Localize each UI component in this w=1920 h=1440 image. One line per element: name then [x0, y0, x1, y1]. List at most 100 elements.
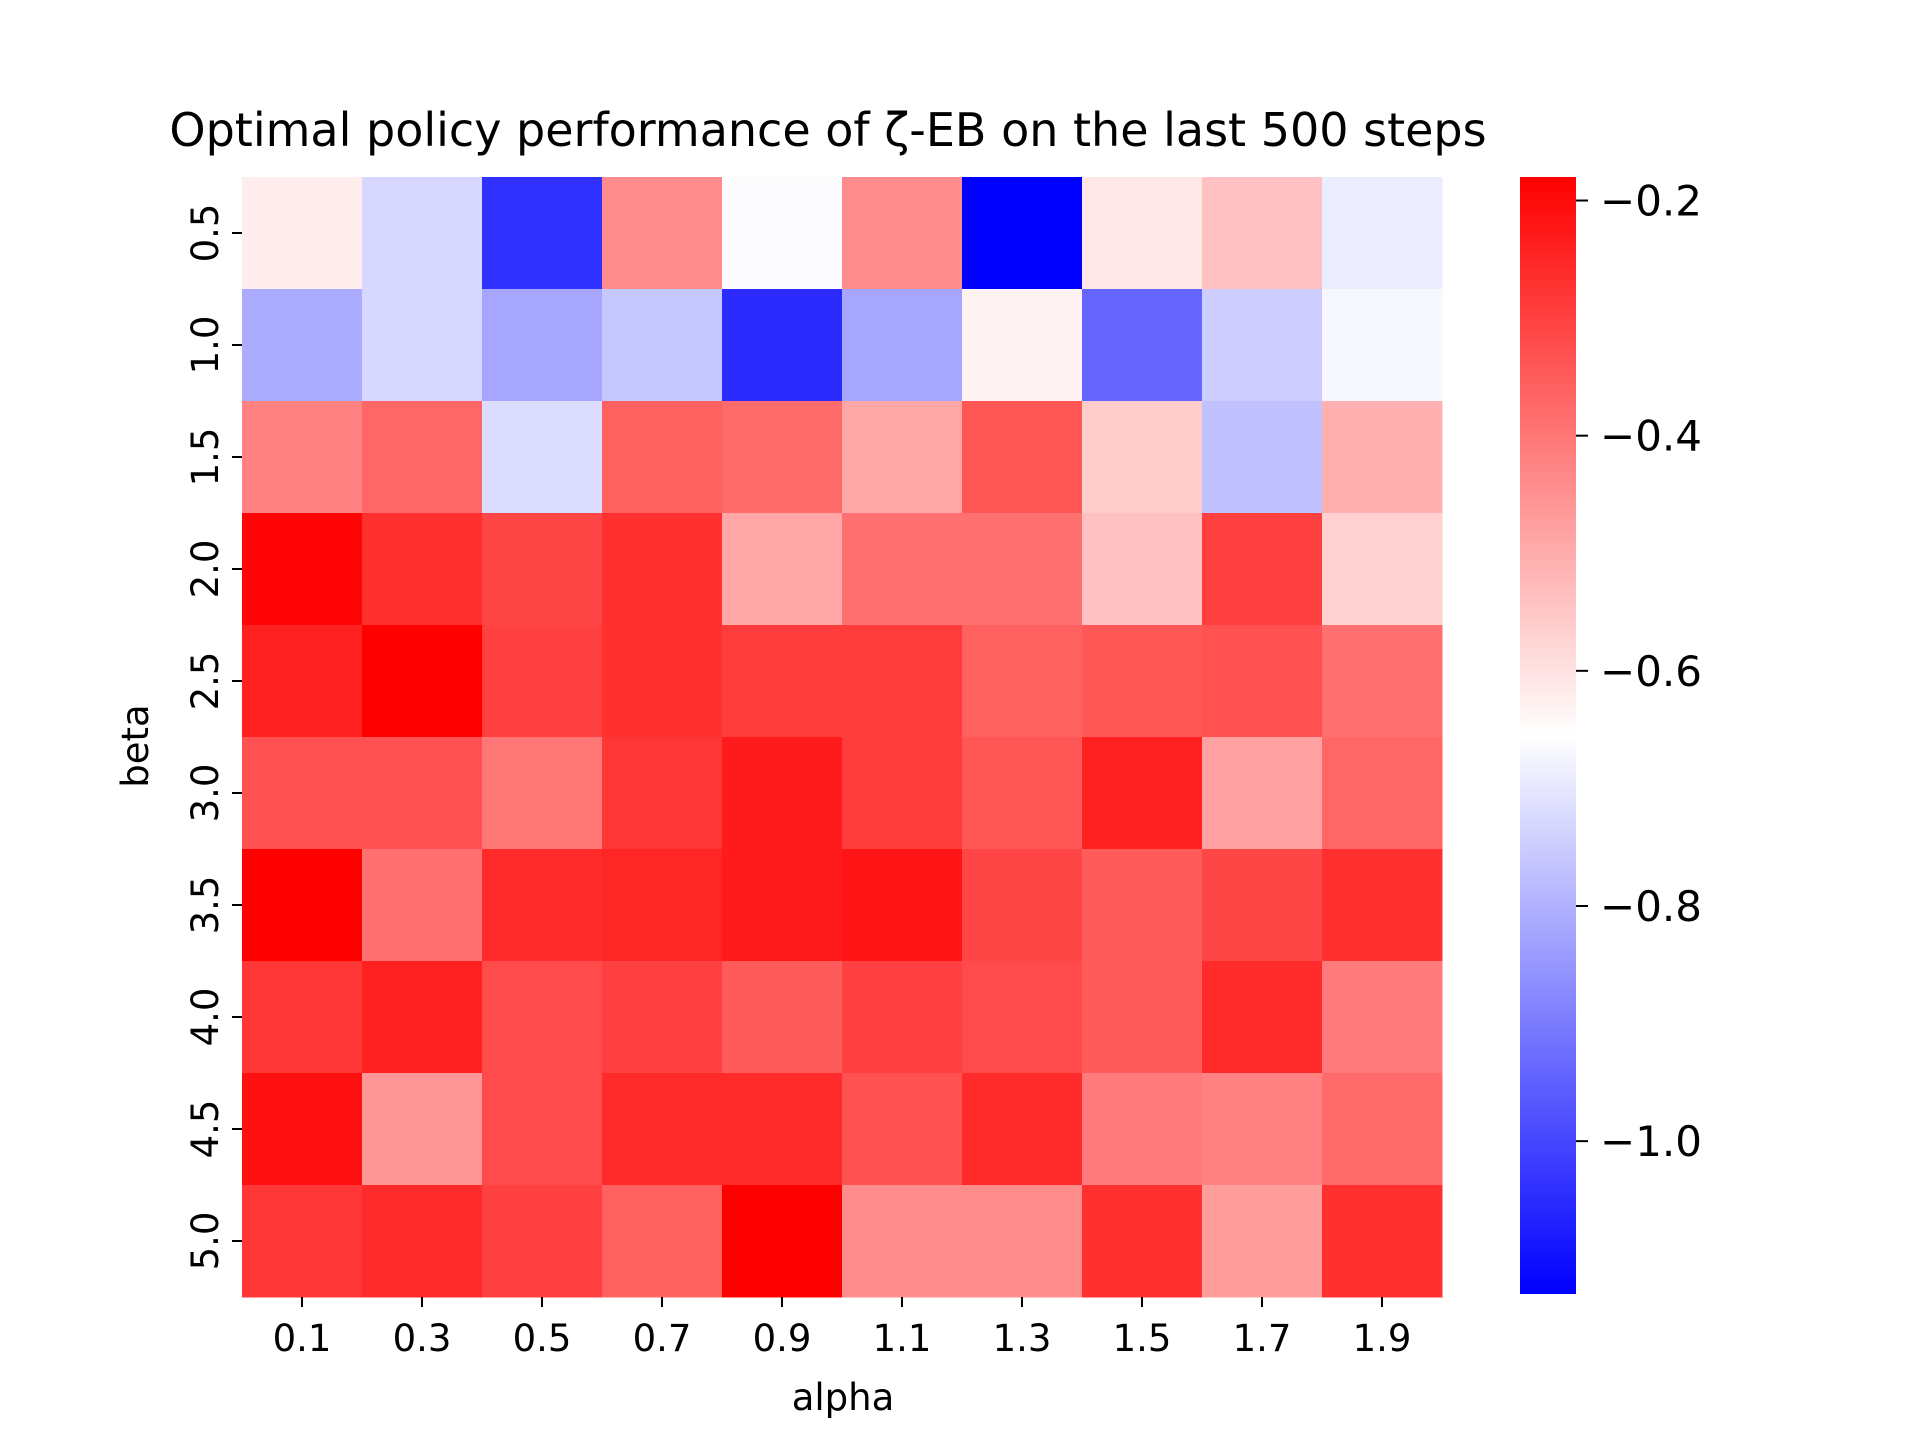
heatmap-cell [482, 961, 603, 1074]
heatmap-cell [842, 625, 963, 738]
heatmap-cell [1322, 289, 1443, 402]
heatmap-cell [242, 961, 363, 1074]
heatmap-cell [842, 849, 963, 962]
colorbar-tick-label: −0.8 [1600, 882, 1702, 931]
heatmap-cell [242, 849, 363, 962]
heatmap-cell [842, 289, 963, 402]
heatmap-cell [722, 737, 843, 850]
heatmap-cell [1322, 737, 1443, 850]
heatmap-cell [1202, 961, 1323, 1074]
heatmap-cell [362, 625, 483, 738]
heatmap-cell [1322, 177, 1443, 290]
colorbar-tick-label: −1.0 [1600, 1117, 1702, 1166]
heatmap-cell [1202, 289, 1323, 402]
y-tick-label: 1.5 [184, 428, 227, 487]
heatmap-cell [722, 1185, 843, 1298]
colorbar-tick-label: −0.4 [1600, 412, 1702, 461]
heatmap-cell [482, 737, 603, 850]
x-tick-label: 1.5 [1113, 1317, 1172, 1360]
heatmap-cell [602, 401, 723, 514]
heatmap-cell [482, 177, 603, 290]
heatmap-cell [482, 1073, 603, 1186]
heatmap-cell [962, 625, 1083, 738]
heatmap-cell [722, 513, 843, 626]
heatmap-cell [1322, 513, 1443, 626]
heatmap-cell [1082, 401, 1203, 514]
y-tick-label: 0.5 [184, 204, 227, 263]
heatmap-cell [602, 625, 723, 738]
heatmap-cell [362, 1073, 483, 1186]
x-tick-label: 0.7 [633, 1317, 692, 1360]
heatmap-cell [962, 849, 1083, 962]
heatmap-cell [1202, 177, 1323, 290]
heatmap-cell [602, 737, 723, 850]
heatmap-cell [482, 1185, 603, 1298]
heatmap-cell [602, 849, 723, 962]
heatmap-cell [962, 1073, 1083, 1186]
x-tick-label: 1.3 [993, 1317, 1052, 1360]
heatmap-cell [482, 289, 603, 402]
heatmap-cell [722, 177, 843, 290]
heatmap-cell [602, 1185, 723, 1298]
heatmap-cell [722, 625, 843, 738]
x-tick-label: 0.3 [393, 1317, 452, 1360]
heatmap-cell [1202, 1073, 1323, 1186]
heatmap-cell [362, 737, 483, 850]
heatmap-cell [842, 401, 963, 514]
heatmap-cell [842, 737, 963, 850]
heatmap-cell [1322, 961, 1443, 1074]
heatmap-cell [362, 849, 483, 962]
heatmap-cell [242, 513, 363, 626]
y-tick-label: 3.0 [184, 764, 227, 823]
heatmap-cell [962, 513, 1083, 626]
heatmap-cell [362, 961, 483, 1074]
heatmap-cell [722, 961, 843, 1074]
heatmap-cell [362, 1185, 483, 1298]
heatmap-cell [1082, 1073, 1203, 1186]
heatmap-cell [842, 177, 963, 290]
heatmap-cell [962, 1185, 1083, 1298]
colorbar-tick-label: −0.6 [1600, 647, 1702, 696]
heatmap-cell [1202, 401, 1323, 514]
chart-title: Optimal policy performance of ζ-EB on th… [169, 103, 1486, 157]
x-tick-label: 1.9 [1353, 1317, 1412, 1360]
heatmap-cell [962, 289, 1083, 402]
heatmap-cell [1082, 289, 1203, 402]
x-tick-label: 1.1 [873, 1317, 932, 1360]
x-axis-ticks: 0.1 0.3 0.5 0.7 0.9 1.1 1.3 1.5 1.7 1.9 [273, 1297, 1412, 1360]
heatmap-cell [1082, 961, 1203, 1074]
heatmap-cell [242, 737, 363, 850]
heatmap-cell [602, 289, 723, 402]
y-tick-label: 3.5 [184, 876, 227, 935]
heatmap-cell [602, 177, 723, 290]
heatmap-cell [1082, 849, 1203, 962]
heatmap-cell [1082, 625, 1203, 738]
heatmap-cell [1322, 849, 1443, 962]
heatmap-cell [1202, 737, 1323, 850]
x-tick-label: 0.9 [753, 1317, 812, 1360]
y-tick-label: 1.0 [184, 316, 227, 375]
heatmap-cell [1322, 1185, 1443, 1298]
y-tick-label: 4.0 [184, 988, 227, 1047]
y-tick-label: 4.5 [184, 1100, 227, 1159]
x-tick-label: 1.7 [1233, 1317, 1292, 1360]
heatmap-cell [482, 625, 603, 738]
heatmap-cell [1322, 625, 1443, 738]
heatmap-cell [962, 737, 1083, 850]
x-tick-label: 0.5 [513, 1317, 572, 1360]
y-axis-ticks: 0.5 1.0 1.5 2.0 2.5 3.0 3.5 4.0 4.5 5.0 [184, 204, 242, 1270]
heatmap-cell [242, 625, 363, 738]
heatmap-cell [482, 513, 603, 626]
heatmap-cell [362, 177, 483, 290]
heatmap-cells [242, 177, 1443, 1298]
heatmap-cell [962, 401, 1083, 514]
x-tick-label: 0.1 [273, 1317, 332, 1360]
heatmap-cell [1202, 625, 1323, 738]
heatmap-cell [482, 849, 603, 962]
heatmap-cell [242, 401, 363, 514]
heatmap-cell [1322, 401, 1443, 514]
heatmap-cell [1082, 177, 1203, 290]
heatmap-cell [602, 513, 723, 626]
heatmap-cell [362, 289, 483, 402]
